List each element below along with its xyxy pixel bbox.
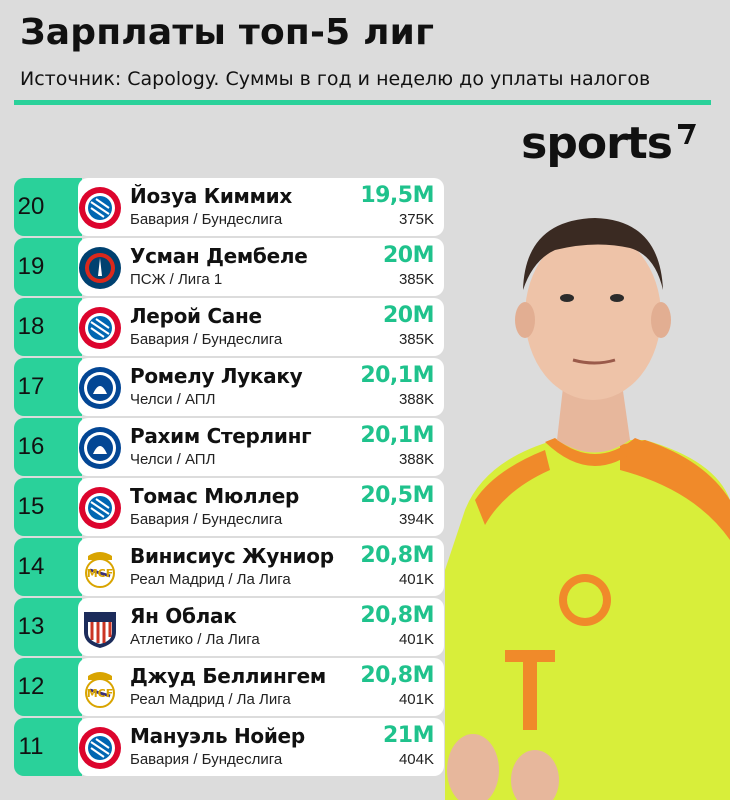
player-card: Ян Облак Атлетико / Ла Лига 20,8M 401K [78, 598, 444, 656]
player-row: 15 Томас Мюллер Бавария / Бундеслига 20,5M 3… [14, 478, 444, 536]
rank-number: 18 [14, 298, 82, 356]
player-row: 13 Ян Облак Атлетико / Ла Лига 20,8M 401K [14, 598, 444, 656]
annual-salary: 20,8M [360, 603, 434, 628]
weekly-salary: 375K [398, 211, 434, 228]
brand-mark-icon [678, 124, 696, 144]
annual-salary: 19,5M [360, 183, 434, 208]
rank-number: 16 [14, 418, 82, 476]
player-row: 17 Ромелу Лукаку Челси / АПЛ 20,1M 388K [14, 358, 444, 416]
club-league: Челси / АПЛ [130, 451, 216, 468]
player-name: Йозуа Киммих [130, 184, 292, 208]
weekly-salary: 385K [398, 271, 434, 288]
bayern-logo-icon [79, 727, 121, 769]
page-title: Зарплаты топ-5 лиг [20, 12, 435, 53]
player-photo [445, 218, 730, 800]
atletico-logo-icon [84, 612, 116, 648]
player-card: Ромелу Лукаку Челси / АПЛ 20,1M 388K [78, 358, 444, 416]
player-name: Усман Дембеле [130, 244, 308, 268]
salary-list: 20 Йозуа Киммих Бавария / Бундеслига 19,5M 3… [14, 178, 444, 778]
rank-number: 17 [14, 358, 82, 416]
club-league: ПСЖ / Лига 1 [130, 271, 223, 288]
rank-number: 12 [14, 658, 82, 716]
bayern-logo-icon [79, 307, 121, 349]
weekly-salary: 401K [398, 631, 434, 648]
annual-salary: 20,1M [360, 363, 434, 388]
brand-logo: sports [521, 118, 700, 169]
svg-text:MCF: MCF [87, 567, 114, 580]
player-name: Джуд Беллингем [130, 664, 326, 688]
club-league: Челси / АПЛ [130, 391, 216, 408]
accent-divider [14, 100, 711, 105]
page-subtitle: Источник: Capology. Суммы в год и неделю… [20, 68, 651, 90]
annual-salary: 20,5M [360, 483, 434, 508]
club-league: Атлетико / Ла Лига [130, 631, 260, 648]
rank-number: 20 [14, 178, 82, 236]
club-league: Бавария / Бундеслига [130, 211, 283, 228]
player-card: Рахим Стерлинг Челси / АПЛ 20,1M 388K [78, 418, 444, 476]
player-card: MCF Джуд Беллингем Реал Мадрид / Ла Лига 20… [78, 658, 444, 716]
rank-number: 14 [14, 538, 82, 596]
player-row: 20 Йозуа Киммих Бавария / Бундеслига 19,5M 3… [14, 178, 444, 236]
player-row: 18 Лерой Сане Бавария / Бундеслига 20M 385K [14, 298, 444, 356]
player-card: Усман Дембеле ПСЖ / Лига 1 20M 385K [78, 238, 444, 296]
rank-number: 11 [14, 718, 82, 776]
club-league: Бавария / Бундеслига [130, 331, 283, 348]
annual-salary: 20,8M [360, 663, 434, 688]
player-name: Винисиус Жуниор [130, 544, 334, 568]
club-league: Реал Мадрид / Ла Лига [130, 691, 291, 708]
player-card: Йозуа Киммих Бавария / Бундеслига 19,5M 375… [78, 178, 444, 236]
player-row: 14 MCF Винисиус Жуниор Реал Мадрид / Ла Лиг… [14, 538, 444, 596]
player-card: Мануэль Нойер Бавария / Бундеслига 21M 404K [78, 718, 444, 776]
rank-number: 13 [14, 598, 82, 656]
rank-number: 19 [14, 238, 82, 296]
player-name: Ян Облак [130, 604, 237, 628]
player-name: Лерой Сане [130, 304, 262, 328]
player-name: Ромелу Лукаку [130, 364, 303, 388]
bayern-logo-icon [79, 487, 121, 529]
chelsea-logo-icon [79, 367, 121, 409]
player-name: Томас Мюллер [130, 484, 299, 508]
club-league: Реал Мадрид / Ла Лига [130, 571, 291, 588]
club-league: Бавария / Бундеслига [130, 751, 283, 768]
player-card: Томас Мюллер Бавария / Бундеслига 20,5M 394… [78, 478, 444, 536]
chelsea-logo-icon [79, 427, 121, 469]
bayern-logo-icon [79, 187, 121, 229]
annual-salary: 20,1M [360, 423, 434, 448]
player-name: Мануэль Нойер [130, 724, 305, 748]
weekly-salary: 388K [398, 391, 434, 408]
player-row: 16 Рахим Стерлинг Челси / АПЛ 20,1M 388K [14, 418, 444, 476]
annual-salary: 20M [382, 303, 435, 328]
weekly-salary: 401K [398, 691, 434, 708]
player-row: 11 Мануэль Нойер Бавария / Бундеслига 21M 40… [14, 718, 444, 776]
brand-text: sports [521, 118, 673, 169]
weekly-salary: 404K [398, 751, 434, 768]
annual-salary: 20,8M [360, 543, 434, 568]
player-row: 19 Усман Дембеле ПСЖ / Лига 1 20M 385K [14, 238, 444, 296]
player-name: Рахим Стерлинг [130, 424, 312, 448]
player-card: Лерой Сане Бавария / Бундеслига 20M 385K [78, 298, 444, 356]
real-madrid-logo-icon: MCF [85, 672, 115, 708]
real-madrid-logo-icon: MCF [85, 552, 115, 588]
weekly-salary: 388K [398, 451, 434, 468]
player-row: 12 MCF Джуд Беллингем Реал Мадрид / Ла Лига… [14, 658, 444, 716]
rank-number: 15 [14, 478, 82, 536]
club-league: Бавария / Бундеслига [130, 511, 283, 528]
player-card: MCF Винисиус Жуниор Реал Мадрид / Ла Лига 2… [78, 538, 444, 596]
weekly-salary: 394K [398, 511, 434, 528]
annual-salary: 21M [382, 723, 435, 748]
annual-salary: 20M [382, 243, 435, 268]
psg-logo-icon [79, 247, 121, 289]
weekly-salary: 385K [398, 331, 434, 348]
weekly-salary: 401K [398, 571, 434, 588]
svg-text:MCF: MCF [87, 687, 114, 700]
